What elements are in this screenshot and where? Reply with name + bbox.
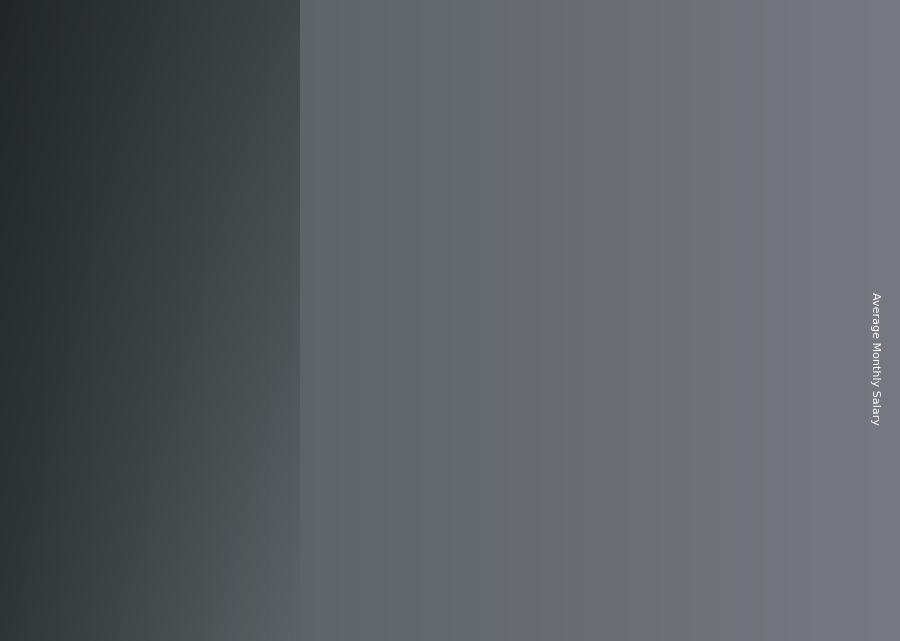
Text: explorer.com: explorer.com [391,588,491,603]
Text: +nan%: +nan% [116,383,194,403]
Bar [200,455,265,564]
Text: 0 VUV: 0 VUV [29,467,71,481]
Polygon shape [769,222,778,564]
Polygon shape [578,266,652,281]
Polygon shape [578,281,592,564]
Text: 2 to 5: 2 to 5 [205,586,259,604]
Text: 15 to 20: 15 to 20 [572,586,649,604]
Text: Average Monthly Salary: Average Monthly Salary [869,292,880,426]
Bar [74,503,139,564]
Text: 5 to 10: 5 to 10 [326,586,391,604]
Text: 20+ Years: 20+ Years [689,586,783,604]
Text: salary: salary [338,588,391,603]
Text: +nan%: +nan% [368,260,446,279]
Polygon shape [200,455,214,564]
Bar [578,281,643,564]
Text: 0 VUV: 0 VUV [659,202,701,216]
Polygon shape [265,440,274,564]
Text: Salary Comparison By Experience: Salary Comparison By Experience [26,50,710,84]
Text: 0 VUV: 0 VUV [281,347,323,362]
Polygon shape [704,222,778,237]
Text: 0 VUV: 0 VUV [407,300,449,314]
Text: < 2 Years: < 2 Years [62,586,150,604]
Polygon shape [517,320,526,564]
Polygon shape [391,368,400,564]
Text: +nan%: +nan% [494,204,572,222]
Text: Interpreter: Interpreter [26,102,147,122]
Polygon shape [326,368,400,383]
Polygon shape [74,488,148,503]
Polygon shape [704,237,718,564]
Text: 0 VUV: 0 VUV [155,420,197,434]
Polygon shape [326,383,340,564]
Polygon shape [74,503,88,564]
Bar [326,383,391,564]
Bar [704,237,769,564]
Text: +nan%: +nan% [620,158,698,177]
Text: +nan%: +nan% [242,309,320,328]
Text: 10 to 15: 10 to 15 [446,586,523,604]
Bar [452,335,517,564]
Polygon shape [200,440,274,455]
Polygon shape [452,335,466,564]
Text: 0 VUV: 0 VUV [533,246,575,260]
Polygon shape [643,266,652,564]
Polygon shape [452,320,526,335]
Polygon shape [139,488,148,564]
